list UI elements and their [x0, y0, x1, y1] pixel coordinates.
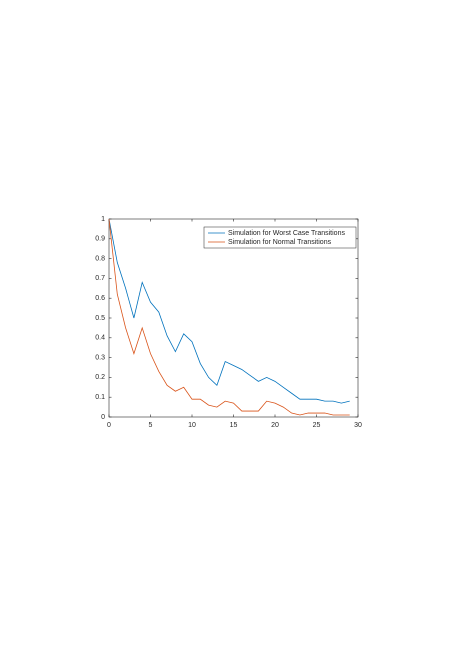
y-tick-label: 0.8	[95, 255, 105, 262]
y-tick-label: 0.2	[95, 374, 105, 381]
x-tick-label: 15	[230, 422, 238, 429]
legend-label: Simulation for Normal Transitions	[228, 239, 332, 246]
y-tick-label: 1	[101, 216, 105, 223]
x-tick-label: 30	[354, 422, 362, 429]
y-tick-label: 0.9	[95, 236, 105, 243]
series-line	[108, 218, 350, 416]
legend-box	[203, 226, 357, 249]
x-tick-label: 0	[107, 422, 111, 429]
x-tick-label: 10	[188, 422, 196, 429]
series-line	[108, 218, 350, 404]
y-tick-label: 0.3	[95, 354, 105, 361]
y-tick-label: 0	[101, 414, 105, 421]
y-tick-label: 0.4	[95, 335, 105, 342]
y-tick-label: 0.7	[95, 275, 105, 282]
y-tick-label: 0.6	[95, 295, 105, 302]
x-tick-label: 20	[271, 422, 279, 429]
x-tick-label: 25	[313, 422, 321, 429]
y-tick-label: 0.5	[95, 315, 105, 322]
y-tick-label: 0.1	[95, 394, 105, 401]
legend-label: Simulation for Worst Case Transitions	[228, 230, 345, 237]
x-tick-label: 5	[149, 422, 153, 429]
